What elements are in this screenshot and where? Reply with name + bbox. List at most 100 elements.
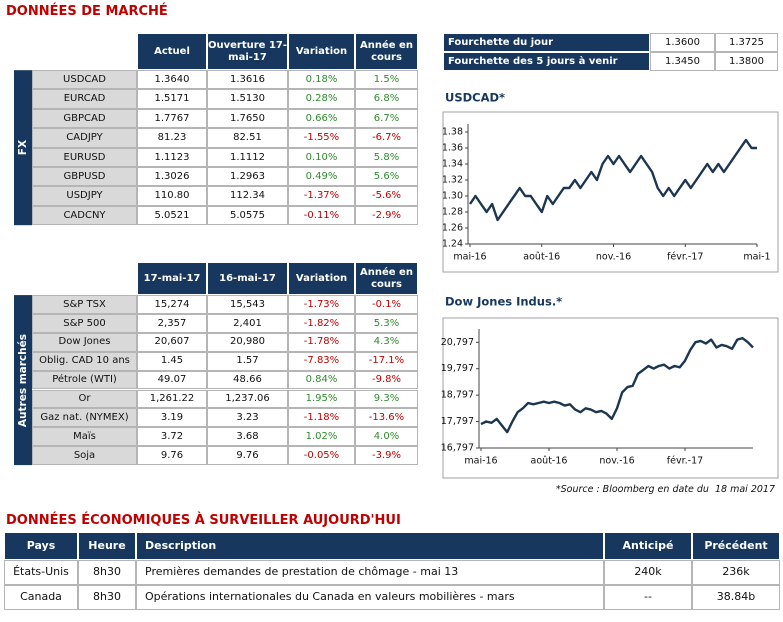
row-name: S&P 500	[32, 313, 137, 333]
x-tick-label: févr.-17	[667, 456, 703, 467]
cell-value: 1.57	[207, 351, 288, 371]
cell-value: 81.23	[137, 128, 207, 148]
cell-value: 110.80	[137, 186, 207, 206]
cell-value: 38.84b	[692, 585, 780, 610]
cell-value: 112.34	[207, 186, 288, 206]
y-tick-label: 1.26	[442, 223, 463, 234]
cell-value: -1.18%	[288, 408, 355, 428]
cell-value: -0.05%	[288, 446, 355, 466]
cell-value: -2.9%	[355, 205, 418, 226]
row-name: S&P TSX	[32, 295, 137, 314]
cell-value: 15,543	[207, 295, 288, 314]
cell-value: 8h30	[78, 585, 136, 610]
y-tick-label: 1.32	[442, 175, 463, 186]
column-header: Année en cours	[355, 33, 418, 70]
cell-value: 0.49%	[288, 167, 355, 187]
cell-value: 1.3450	[650, 52, 715, 71]
cell-value: -1.78%	[288, 332, 355, 352]
row-name: GBPCAD	[32, 108, 137, 129]
page-title: DONNÉES DE MARCHÉ	[6, 4, 168, 19]
column-header: 16-mai-17	[207, 262, 288, 295]
row-name: Oblig. CAD 10 ans	[32, 351, 137, 371]
cell-value: 3.23	[207, 408, 288, 428]
cell-value: 5.8%	[355, 147, 418, 167]
chart-title: Dow Jones Indus.*	[445, 295, 562, 309]
price-line	[469, 138, 757, 222]
side-label: FX	[14, 70, 32, 226]
cell-value: 236k	[692, 560, 780, 585]
row-name: Gaz nat. (NYMEX)	[32, 408, 137, 428]
cell-value: 20,607	[137, 332, 207, 352]
y-tick-label: 20,797	[441, 337, 474, 348]
column-header: Variation	[288, 262, 355, 295]
cell-value: 82.51	[207, 128, 288, 148]
row-name: Soja	[32, 446, 137, 466]
cell-value: 1.2963	[207, 167, 288, 187]
cell-value: -0.1%	[355, 295, 418, 314]
cell-value: États-Unis	[4, 560, 78, 585]
cell-value: -0.11%	[288, 205, 355, 226]
row-name: USDCAD	[32, 70, 137, 90]
cell-value: 1.5130	[207, 89, 288, 109]
x-tick-label: mai-16	[464, 456, 497, 467]
x-tick-label: févr.-17	[667, 252, 703, 263]
cell-value: 15,274	[137, 295, 207, 314]
y-tick-label: 17,797	[441, 416, 474, 427]
column-header: Heure	[78, 532, 136, 560]
chart-frame	[442, 317, 779, 479]
cell-value: 5.6%	[355, 167, 418, 187]
x-tick-label: août-16	[531, 456, 568, 467]
cell-value: -13.6%	[355, 408, 418, 428]
cell-value: 0.66%	[288, 108, 355, 129]
cell-value: -7.83%	[288, 351, 355, 371]
x-tick-label: mai-16	[453, 252, 486, 263]
cell-value: -17.1%	[355, 351, 418, 371]
cell-value: 9.76	[137, 446, 207, 466]
cell-value: 1.3026	[137, 167, 207, 187]
cell-value: 5.0521	[137, 205, 207, 226]
cell-value: 49.07	[137, 370, 207, 390]
x-tick-label: mai-1	[743, 252, 770, 263]
cell-value: -6.7%	[355, 128, 418, 148]
cell-value: Premières demandes de prestation de chôm…	[136, 560, 604, 585]
cell-value: 48.66	[207, 370, 288, 390]
cell-value: 1.7650	[207, 108, 288, 129]
row-name: CADJPY	[32, 128, 137, 148]
cell-value: Opérations internationales du Canada en …	[136, 585, 604, 610]
cell-value: 1.3600	[650, 33, 715, 52]
cell-value: -9.8%	[355, 370, 418, 390]
cell-value: 8h30	[78, 560, 136, 585]
cell-value: 240k	[604, 560, 692, 585]
cell-value: Canada	[4, 585, 78, 610]
row-name: GBPUSD	[32, 167, 137, 187]
cell-value: 0.28%	[288, 89, 355, 109]
column-header: 17-mai-17	[137, 262, 207, 295]
cell-value: 1.02%	[288, 427, 355, 447]
y-tick-label: 1.24	[442, 239, 463, 250]
cell-value: 1.1112	[207, 147, 288, 167]
y-tick-label: 1.28	[442, 207, 463, 218]
cell-value: 1.3725	[715, 33, 778, 52]
cell-value: -1.73%	[288, 295, 355, 314]
cell-value: 20,980	[207, 332, 288, 352]
row-name: Pétrole (WTI)	[32, 370, 137, 390]
cell-value: 1.3800	[715, 52, 778, 71]
column-header: Année en cours	[355, 262, 418, 295]
cell-value: 0.18%	[288, 70, 355, 90]
x-tick-label: août-16	[523, 252, 560, 263]
cell-value: -1.55%	[288, 128, 355, 148]
cell-value: 1.5%	[355, 70, 418, 90]
side-label: Autres marchés	[14, 295, 32, 466]
column-header: Ouverture 17-mai-17	[207, 33, 288, 70]
row-name: CADCNY	[32, 205, 137, 226]
chart-title: USDCAD*	[445, 91, 505, 105]
cell-value: 0.10%	[288, 147, 355, 167]
chart-frame	[442, 111, 779, 273]
cell-value: -1.82%	[288, 313, 355, 333]
cell-value: -5.6%	[355, 186, 418, 206]
y-tick-label: 18,797	[441, 390, 474, 401]
cell-value: --	[604, 585, 692, 610]
y-tick-label: 16,797	[441, 443, 474, 454]
